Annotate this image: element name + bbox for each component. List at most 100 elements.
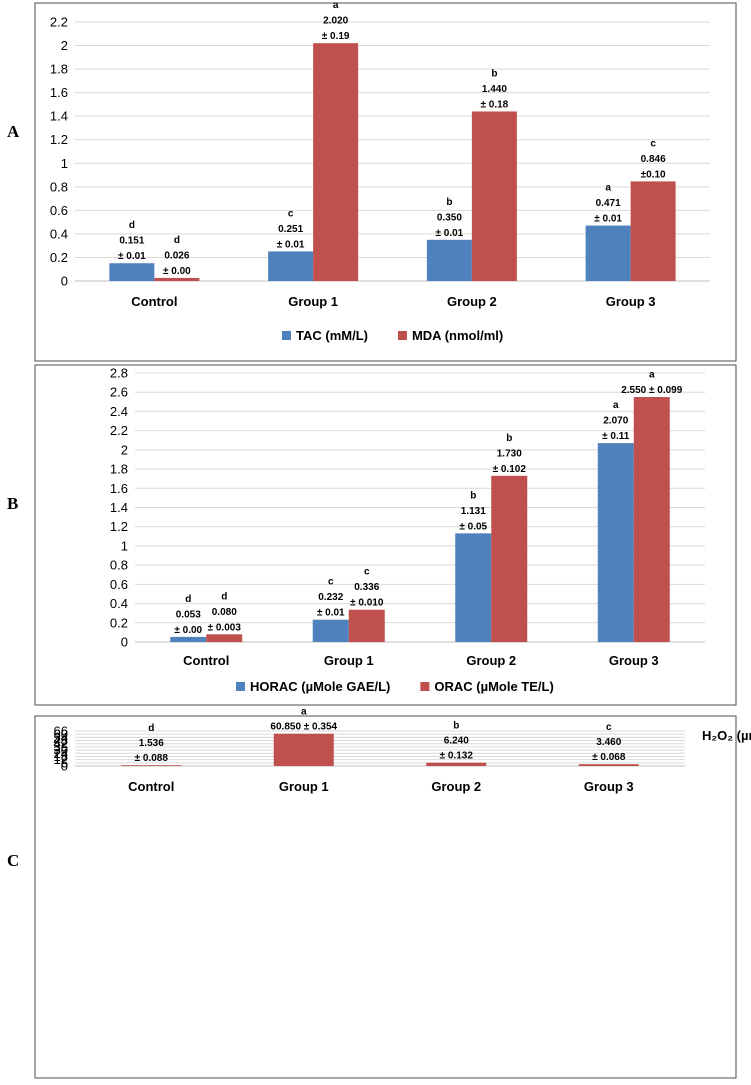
error-label: ± 0.00 <box>163 266 191 277</box>
value-label: 0.350 <box>437 212 462 223</box>
bar-c-s0-3 <box>578 764 639 766</box>
y-tick-label: 0.4 <box>50 226 68 241</box>
x-category-label: Group 2 <box>466 653 516 668</box>
bar-a-s0-2 <box>426 239 472 281</box>
x-category-label: Group 3 <box>609 653 659 668</box>
error-label: ±0.10 <box>641 169 666 180</box>
y-tick-label: 18 <box>54 749 68 764</box>
significance-letter: c <box>364 567 370 578</box>
legend-swatch <box>236 682 245 691</box>
bar-c-s0-1 <box>273 733 334 766</box>
error-label: ± 0.01 <box>118 251 146 262</box>
bar-c-s0-0 <box>121 765 182 766</box>
bar-a-s1-2 <box>471 111 517 282</box>
y-tick-label: 1.8 <box>110 462 128 477</box>
significance-letter: b <box>453 721 459 732</box>
error-label: ± 0.068 <box>592 752 626 763</box>
x-category-label: Group 3 <box>606 294 656 309</box>
value-label: 1.131 <box>461 506 486 517</box>
error-label: ± 0.003 <box>208 622 242 633</box>
value-label: 0.251 <box>278 224 303 235</box>
legend-swatch <box>420 682 430 691</box>
panel-frame-a <box>34 2 737 362</box>
y-tick-label: 36 <box>54 739 68 754</box>
y-tick-label: 0.6 <box>50 203 68 218</box>
chart-panel-a: A 0 0.2 0.4 0.6 0.8 1 1.2 1.4 1.6 1.8 2 2.2 Control ± … <box>7 0 737 362</box>
significance-letter: d <box>221 591 227 602</box>
y-tick-label: 54 <box>54 730 68 745</box>
significance-letter: a <box>301 707 307 718</box>
error-label: ± 0.088 <box>135 753 169 764</box>
x-category-label: Control <box>183 653 229 668</box>
value-label: 0.336 <box>354 582 379 593</box>
value-label: 2.070 <box>603 416 628 427</box>
y-tick-label: 2.4 <box>110 404 128 419</box>
x-category-label: Group 2 <box>431 779 481 794</box>
y-tick-label: 48 <box>54 733 68 748</box>
value-label: 0.026 <box>164 250 189 261</box>
value-label: 0.846 <box>641 154 666 165</box>
significance-letter: d <box>148 723 154 734</box>
panel-frame-b <box>34 364 737 706</box>
y-tick-label: 2.6 <box>110 385 128 400</box>
side-axis-label: H₂O₂ (µm) <box>702 728 751 743</box>
significance-letter: b <box>446 197 452 208</box>
x-category-label: Group 1 <box>279 779 329 794</box>
y-tick-label: 2.2 <box>50 15 68 30</box>
y-tick-label: 0 <box>121 635 128 650</box>
y-tick-label: 1.2 <box>50 132 68 147</box>
y-tick-label: 1 <box>121 538 128 553</box>
bar-b-s1-3 <box>633 397 670 642</box>
y-tick-label: 2 <box>61 38 68 53</box>
bar-b-s1-1 <box>348 609 385 642</box>
y-tick-label: 1.6 <box>110 481 128 496</box>
value-label: 1.440 <box>482 84 507 95</box>
y-tick-label: 0.8 <box>110 558 128 573</box>
bar-a-s0-1 <box>268 251 314 281</box>
value-label: 0.151 <box>119 236 144 247</box>
y-tick-label: 60 <box>54 727 68 742</box>
y-tick-label: 1.4 <box>110 500 128 515</box>
y-tick-label: 66 <box>54 724 68 739</box>
y-tick-label: 1.2 <box>110 519 128 534</box>
value-label: 1.536 <box>139 738 164 749</box>
bar-a-s1-3 <box>630 181 676 281</box>
error-label: ± 0.05 <box>459 521 487 532</box>
error-label: 2.550 ± 0.099 <box>621 385 683 396</box>
significance-letter: c <box>606 722 612 733</box>
y-tick-label: 42 <box>54 736 68 751</box>
y-tick-label: 12 <box>54 752 68 767</box>
significance-letter: d <box>174 235 180 246</box>
x-category-label: Group 3 <box>584 779 634 794</box>
y-tick-label: 30 <box>54 743 68 758</box>
bar-b-s0-0 <box>170 636 207 642</box>
y-tick-label: 0 <box>61 274 68 289</box>
y-tick-label: 0.2 <box>110 615 128 630</box>
y-tick-label: 0.8 <box>50 179 68 194</box>
error-label: ± 0.102 <box>493 464 527 475</box>
error-label: ± 0.01 <box>436 228 464 239</box>
significance-letter: a <box>649 370 655 381</box>
y-tick-label: 1 <box>61 156 68 171</box>
legend-label: TAC (mM/L) <box>296 328 368 343</box>
y-tick-label: 0.2 <box>50 250 68 265</box>
y-tick-label: 2.8 <box>110 366 128 381</box>
chart-panel-b: B 0 0.2 0.4 0.6 0.8 1 1.2 1.4 1.6 1.8 2 2.2 2.4 2.6 2.8… <box>7 364 737 706</box>
value-label: 0.232 <box>318 592 343 603</box>
y-tick-label: 0.6 <box>110 577 128 592</box>
panel-letter-a: A <box>7 122 20 141</box>
y-tick-label: 1.8 <box>50 62 68 77</box>
bar-a-s0-0 <box>109 263 155 281</box>
x-category-label: Control <box>131 294 177 309</box>
x-category-label: Group 1 <box>324 653 374 668</box>
significance-letter: b <box>491 68 497 79</box>
panel-letter-c: C <box>7 851 19 870</box>
bar-b-s0-3 <box>597 443 634 642</box>
y-tick-label: 6 <box>61 755 68 770</box>
significance-letter: c <box>328 577 334 588</box>
bar-a-s1-0 <box>154 277 200 281</box>
value-label: 6.240 <box>444 736 469 747</box>
error-label: ± 0.132 <box>440 751 474 762</box>
